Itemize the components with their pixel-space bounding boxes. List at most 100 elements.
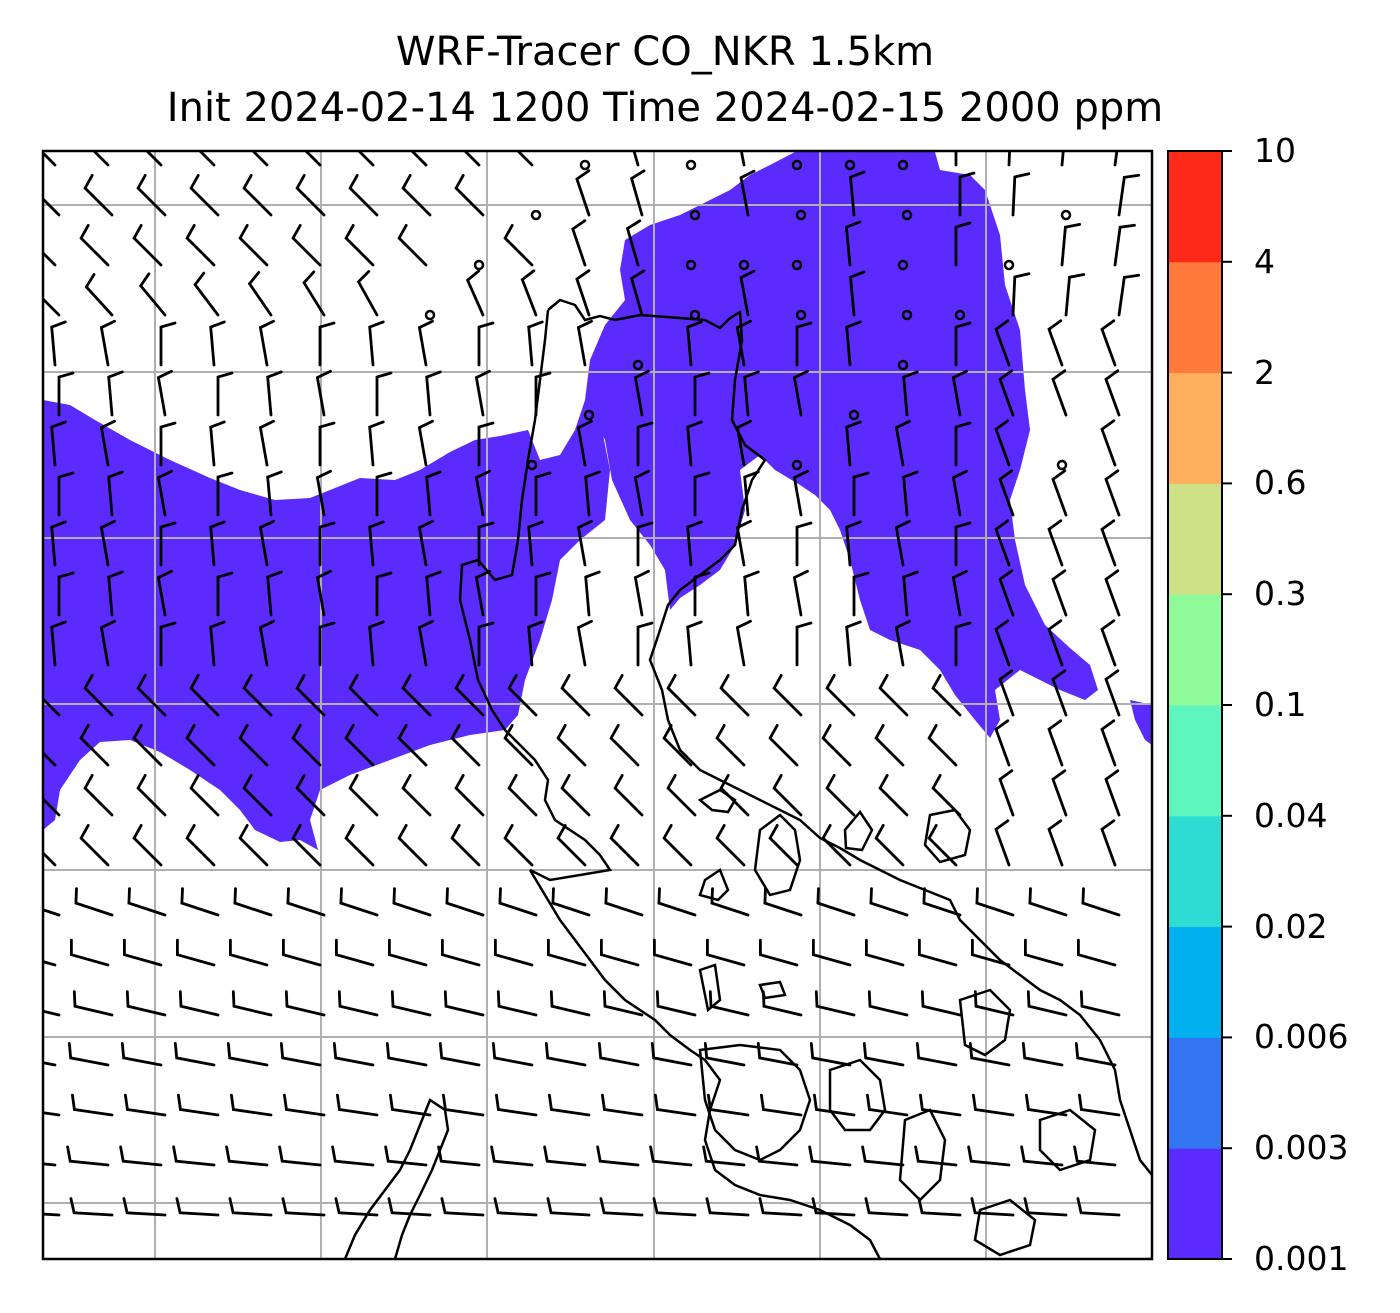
wind-barb	[477, 421, 495, 467]
wind-barb	[556, 824, 587, 867]
wind-barb	[1104, 769, 1121, 817]
wind-barb	[99, 619, 116, 667]
wind-barb	[57, 371, 75, 417]
wind-barb	[527, 320, 544, 367]
wind-barb	[971, 938, 1011, 967]
wind-barb	[548, 1093, 591, 1117]
wind-barb	[902, 570, 919, 617]
wind-barb	[173, 1042, 216, 1067]
wind-barb	[994, 619, 1011, 667]
wind-barb	[136, 674, 167, 717]
wind-barb	[1078, 1093, 1121, 1117]
wind-barb	[816, 887, 856, 917]
wind-barb	[1104, 469, 1121, 517]
wind-barb	[384, 1145, 428, 1167]
wind-barb	[99, 319, 116, 367]
wind-barb	[1051, 769, 1068, 817]
wind-barb	[812, 938, 852, 967]
coastline-islands-north	[697, 788, 972, 902]
wind-barb	[72, 990, 114, 1017]
wind-barb	[968, 1042, 1011, 1067]
wind-barb	[951, 369, 968, 417]
wind-barb	[739, 151, 746, 167]
calm-wind-circle	[795, 309, 807, 321]
wind-barb	[547, 938, 587, 967]
wind-barb	[286, 887, 326, 917]
colorbar-segment	[1168, 151, 1222, 263]
wind-barb	[1007, 151, 1011, 167]
wind-barb	[967, 1145, 1011, 1167]
colorbar-tick-label: 0.003	[1254, 1128, 1349, 1168]
wind-barb	[739, 169, 756, 217]
wind-barb	[83, 774, 114, 817]
wind-barb	[477, 621, 495, 667]
wind-barb	[894, 419, 911, 467]
wind-barb	[1024, 938, 1064, 967]
wind-barb	[703, 1042, 746, 1067]
wind-barb	[792, 369, 809, 417]
wind-barb	[666, 774, 697, 817]
wind-barb	[1023, 1197, 1068, 1217]
wind-barb	[927, 724, 958, 767]
wind-barb	[613, 774, 644, 817]
wind-barb	[972, 1093, 1015, 1117]
wind-barb	[120, 1042, 163, 1067]
wind-barb	[633, 369, 650, 417]
wind-barb	[702, 1145, 746, 1167]
wind-barb	[176, 938, 216, 967]
wind-barb	[808, 1145, 852, 1167]
wind-barb	[238, 224, 269, 267]
colorbar-segments	[1168, 151, 1222, 1260]
wind-barb	[50, 420, 67, 467]
wind-barb	[1047, 319, 1064, 367]
wind-barb	[998, 769, 1015, 817]
wind-barb	[534, 571, 552, 617]
wind-barb	[686, 320, 703, 367]
wind-barb	[1117, 173, 1141, 217]
calm-wind-circle	[791, 159, 803, 171]
wind-barb	[209, 620, 226, 667]
colorbar-tick-label: 0.006	[1254, 1017, 1349, 1057]
wind-barb	[998, 469, 1015, 517]
colorbar-tick-label: 0.3	[1254, 574, 1307, 614]
colorbar-tick-label: 10	[1254, 131, 1296, 170]
wind-barb	[156, 569, 173, 617]
coastline-southwest	[343, 1098, 450, 1259]
wind-barb	[845, 320, 862, 367]
wind-barb	[344, 224, 375, 267]
calm-wind-circle	[795, 209, 807, 221]
wind-barb	[719, 674, 750, 717]
wind-barb	[707, 1093, 750, 1117]
wind-barb	[845, 420, 862, 467]
calm-wind-circle	[897, 359, 909, 371]
wind-barb	[490, 1145, 534, 1167]
wind-barb	[291, 824, 322, 867]
wind-barb	[454, 674, 485, 717]
wind-barb	[318, 321, 336, 367]
wind-barb	[874, 824, 905, 867]
wind-barb	[735, 519, 752, 567]
calm-wind-circle	[901, 209, 913, 221]
wind-barb	[315, 469, 332, 517]
colorbar-tick-label: 0.001	[1254, 1239, 1349, 1278]
colorbar-ticks	[1222, 150, 1232, 1260]
wind-barb	[159, 521, 177, 567]
calm-wind-circle	[1060, 209, 1072, 221]
wind-barb	[175, 1197, 220, 1217]
wind-barb	[865, 938, 905, 967]
wind-barb	[1021, 1042, 1064, 1067]
wind-barb	[739, 269, 756, 317]
wind-barb	[315, 369, 332, 417]
wind-barb	[975, 887, 1015, 917]
wind-barb	[318, 621, 336, 667]
wind-barb	[527, 520, 544, 567]
wind-barb	[228, 1197, 273, 1217]
wind-barb	[392, 887, 432, 917]
wind-barb	[278, 1145, 322, 1167]
wind-barb	[474, 469, 491, 517]
wind-barb	[954, 621, 972, 667]
wind-barb	[862, 1042, 905, 1067]
wind-barb	[465, 269, 485, 317]
calm-wind-circle	[526, 459, 538, 471]
wind-barb	[425, 570, 442, 617]
